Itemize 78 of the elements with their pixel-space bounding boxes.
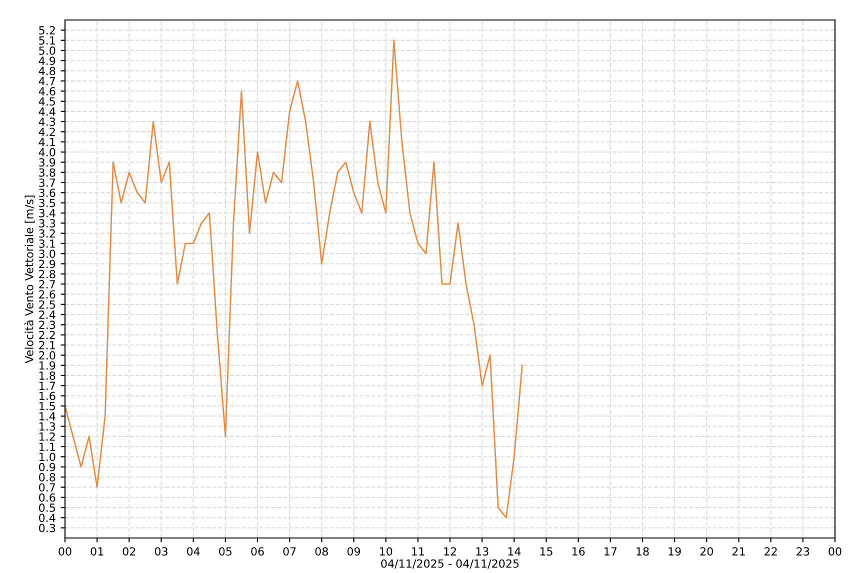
x-tick-label: 05 — [219, 547, 232, 556]
x-tick-label: 07 — [283, 547, 296, 556]
y-tick-label: 1.4 — [40, 412, 56, 420]
y-tick-label: 3.4 — [39, 208, 56, 218]
line-series — [65, 40, 523, 518]
y-tick-label: 4.1 — [38, 138, 55, 146]
y-tick-label: 1.9 — [40, 361, 56, 370]
y-tick-label: 2.5 — [39, 300, 55, 309]
y-tick-label: 3.9 — [39, 158, 56, 167]
y-tick-label: 1.3 — [40, 422, 56, 431]
x-tick-label: 16 — [572, 547, 585, 556]
y-tick-label: 2.6 — [39, 290, 56, 299]
y-tick-label: 1.0 — [40, 452, 56, 462]
y-tick-label: 1.8 — [40, 371, 56, 380]
y-tick-label: 4.6 — [38, 87, 56, 96]
x-tick-label: 15 — [540, 547, 552, 556]
y-tick-label: 3.5 — [39, 198, 55, 208]
y-tick-label: 4.3 — [38, 118, 56, 126]
y-tick-label: 4.9 — [38, 56, 56, 66]
y-tick-label: 4.2 — [38, 128, 55, 136]
x-axis-title: 04/11/2025 - 04/11/2025 — [381, 559, 519, 569]
y-tick-label: 4.8 — [38, 66, 56, 76]
x-tick-label: 14 — [508, 547, 521, 556]
x-tick-label: 00 — [58, 547, 72, 556]
y-tick-label: 5.2 — [39, 26, 55, 35]
y-tick-label: 4.5 — [38, 97, 55, 106]
y-tick-label: 0.6 — [39, 493, 56, 502]
y-axis-title: Velocità Vento Vettoriale [m/s] — [24, 196, 35, 364]
x-tick-label: 06 — [251, 547, 264, 556]
y-tick-label: 0.3 — [39, 524, 56, 532]
y-tick-label: 2.4 — [39, 310, 56, 319]
x-tick-label: 20 — [700, 547, 713, 556]
y-tick-label: 2.8 — [39, 270, 56, 278]
y-tick-label: 4.7 — [38, 77, 56, 86]
x-tick-label: 21 — [732, 547, 745, 556]
y-tick-label: 4.0 — [38, 148, 56, 156]
y-tick-label: 3.3 — [39, 219, 56, 228]
x-tick-label: 23 — [796, 547, 810, 556]
y-tick-label: 2.3 — [39, 320, 56, 330]
x-tick-label: 00 — [828, 547, 842, 556]
y-tick-label: 5.0 — [39, 46, 56, 55]
y-tick-label: 1.5 — [40, 402, 55, 410]
y-tick-label: 2.2 — [39, 330, 55, 340]
x-tick-label: 04 — [186, 547, 200, 556]
x-tick-label: 12 — [444, 547, 456, 556]
x-tick-label: 11 — [412, 547, 424, 556]
y-tick-label: 3.0 — [39, 250, 56, 258]
y-tick-label: 3.8 — [39, 168, 56, 177]
y-tick-label: 4.4 — [38, 108, 56, 116]
x-tick-label: 22 — [764, 547, 777, 556]
y-tick-label: 2.9 — [39, 260, 56, 268]
y-tick-label: 1.2 — [40, 432, 55, 441]
y-tick-label: 3.6 — [39, 188, 56, 198]
y-tick-label: 0.5 — [39, 504, 55, 512]
y-tick-label: 1.1 — [40, 442, 55, 451]
y-tick-label: 0.9 — [39, 462, 56, 472]
y-tick-label: 3.7 — [39, 178, 56, 187]
x-tick-label: 01 — [90, 547, 104, 556]
y-tick-label: 0.4 — [39, 514, 56, 522]
y-tick-label: 1.6 — [40, 392, 56, 400]
x-tick-label: 18 — [636, 547, 649, 556]
y-tick-label: 3.1 — [39, 239, 55, 248]
y-tick-label: 5.1 — [39, 36, 55, 45]
y-tick-label: 2.7 — [39, 280, 56, 288]
y-tick-label: 2.1 — [39, 340, 55, 350]
y-tick-label: 0.8 — [39, 473, 56, 482]
y-tick-label: 1.7 — [40, 382, 56, 390]
x-tick-label: 08 — [315, 547, 328, 556]
x-tick-label: 03 — [154, 547, 168, 556]
x-tick-label: 19 — [668, 547, 681, 556]
y-tick-label: 3.2 — [39, 229, 55, 238]
x-tick-label: 10 — [380, 547, 392, 556]
x-tick-label: 02 — [122, 547, 136, 556]
x-tick-label: 09 — [347, 547, 360, 556]
y-tick-label: 2.0 — [39, 351, 56, 360]
x-tick-label: 13 — [476, 547, 488, 556]
y-tick-label: 0.7 — [39, 483, 56, 492]
x-tick-label: 17 — [604, 547, 617, 556]
